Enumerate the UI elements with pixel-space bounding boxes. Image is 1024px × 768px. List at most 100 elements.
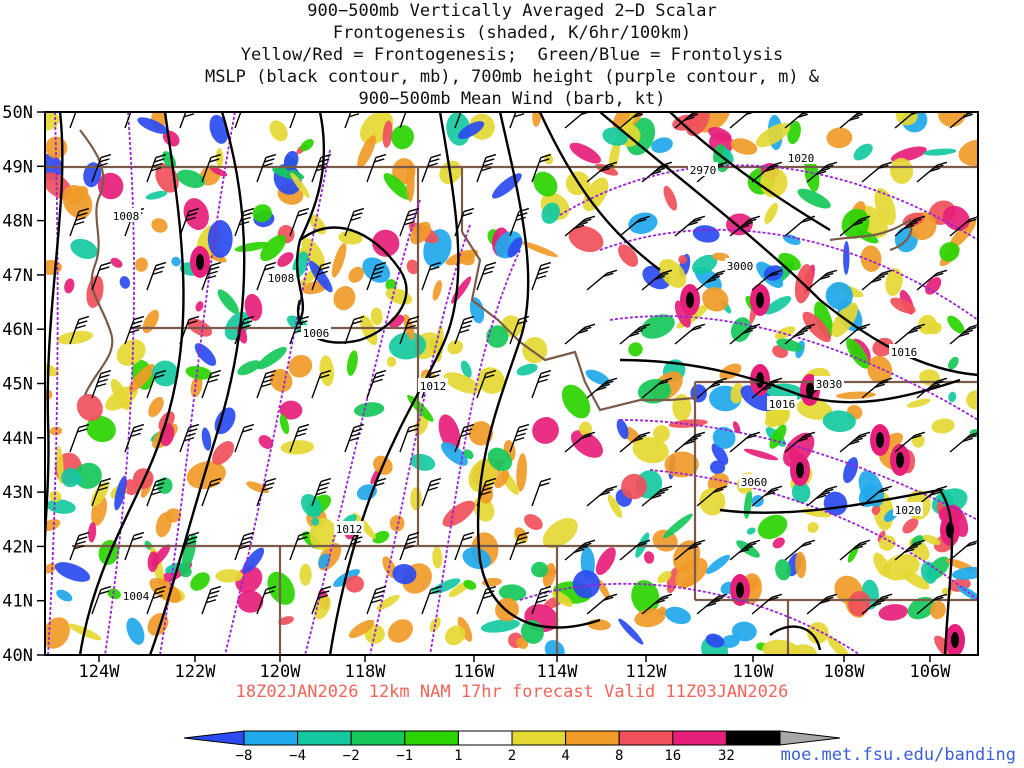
shade-cell <box>895 112 918 126</box>
wind-barb <box>839 539 871 561</box>
lon-tick-label: 118W <box>345 662 387 682</box>
mslp-label: 1020 <box>895 504 922 517</box>
shade-cell <box>658 258 687 288</box>
shade-cell <box>795 551 807 579</box>
wind-barb <box>201 261 222 291</box>
shade-cell <box>346 350 358 376</box>
shade-cell <box>791 644 817 655</box>
wind-barb <box>476 585 497 615</box>
wind-barb <box>586 485 618 507</box>
shade-cell <box>269 120 288 142</box>
shade-cell <box>731 621 757 642</box>
wind-barb <box>641 161 673 183</box>
wind-barb <box>69 112 77 129</box>
shade-cell <box>890 157 914 184</box>
longitude-axis: 124W 122W 120W 118W 116W 114W 112W 110W 108W 106W <box>79 655 951 682</box>
shade-cell <box>612 112 644 132</box>
shade-cell <box>45 112 60 131</box>
contour-labels: 1020 1008 1008 1006 1012 1012 1004 1016 1016 1020… <box>111 150 923 603</box>
shade-cell <box>740 385 775 412</box>
lon-tick-label: 110W <box>733 662 775 682</box>
wind-barb <box>861 485 893 507</box>
lat-tick-label: 42N <box>2 537 33 557</box>
wind-barb <box>234 207 255 237</box>
wind-barb <box>641 377 673 399</box>
shade-cell <box>151 218 168 233</box>
lat-tick-label: 41N <box>2 592 33 612</box>
shade-cell <box>372 530 390 544</box>
shade-cell <box>435 325 444 363</box>
plot-area <box>45 112 978 655</box>
shade-cell <box>663 185 677 211</box>
shade-cell <box>441 442 468 466</box>
wind-barb <box>399 112 407 129</box>
shade-cell <box>406 162 415 202</box>
mslp-label-bg <box>301 325 331 339</box>
wind-barb <box>476 477 497 507</box>
shade-cell <box>923 148 957 156</box>
wind-barb <box>476 369 497 399</box>
site-link[interactable]: moe.met.fsu.edu/banding <box>780 745 1016 765</box>
shade-cell <box>480 619 520 633</box>
wind-barb <box>201 477 222 507</box>
shade-cell <box>925 277 942 295</box>
shade-cell <box>681 571 698 589</box>
shade-cell <box>711 443 729 465</box>
shade-cell <box>181 534 197 573</box>
shade-cell <box>288 354 313 378</box>
wind-barb <box>256 477 277 507</box>
wind-barb <box>839 323 871 345</box>
mslp-label-bg <box>266 270 296 284</box>
map-title: 900−500mb Vertically Averaged 2−D Scalar… <box>0 0 1024 110</box>
shade-cell <box>45 563 57 574</box>
shade-cell <box>922 534 941 546</box>
title-line: Yellow/Red = Frontogenesis; Green/Blue =… <box>240 45 784 65</box>
wind-barb <box>311 477 332 507</box>
wind-barb <box>421 261 442 291</box>
shade-cell <box>607 494 623 518</box>
shade-cell <box>730 383 744 404</box>
wind-barb <box>509 423 530 453</box>
shade-cell <box>388 332 427 360</box>
wind-barb <box>894 431 926 453</box>
shade-cell <box>359 314 378 346</box>
shade-cell <box>762 639 801 655</box>
height-label-bg <box>688 162 718 176</box>
wind-barb <box>234 112 242 129</box>
mslp-label-bg <box>893 502 923 516</box>
height-label: 2970 <box>690 164 717 177</box>
wind-barb <box>586 269 618 291</box>
shade-cell <box>533 171 558 197</box>
colorbar: −8 −4 −2 −1 1 2 4 8 16 32 <box>183 730 841 764</box>
wind-barb <box>729 215 761 237</box>
wind-barb <box>399 531 420 561</box>
wind-barb <box>454 112 465 129</box>
shade-cell <box>772 537 785 549</box>
shade-cell <box>948 391 957 403</box>
wind-barb <box>311 585 332 615</box>
shade-cell <box>618 244 639 267</box>
wind-barb <box>916 377 948 399</box>
wind-barb <box>949 432 978 453</box>
shade-cell <box>712 426 736 449</box>
wind-barb <box>179 207 200 237</box>
lon-tick-label: 112W <box>626 662 668 682</box>
shade-cell <box>585 369 610 386</box>
wind-barb <box>399 315 420 345</box>
wind-barb <box>201 153 222 183</box>
shade-cell <box>376 594 400 610</box>
shade-cell <box>88 522 97 543</box>
wind-barb <box>586 377 618 399</box>
colorbar-segment <box>725 730 781 746</box>
wind-barb <box>949 216 978 237</box>
mslp-label-bg <box>334 521 364 535</box>
colorbar-label: 2 <box>508 748 516 764</box>
wind-barbs <box>69 112 978 615</box>
title-line: Frontogenesis (shaded, K/6hr/100km) <box>332 23 692 43</box>
lon-tick-label: 114W <box>537 662 579 682</box>
shade-cell <box>353 402 385 417</box>
wind-barb <box>124 531 145 561</box>
wind-barb <box>509 315 530 345</box>
shade-cell <box>432 546 443 569</box>
shade-cell <box>176 169 205 188</box>
